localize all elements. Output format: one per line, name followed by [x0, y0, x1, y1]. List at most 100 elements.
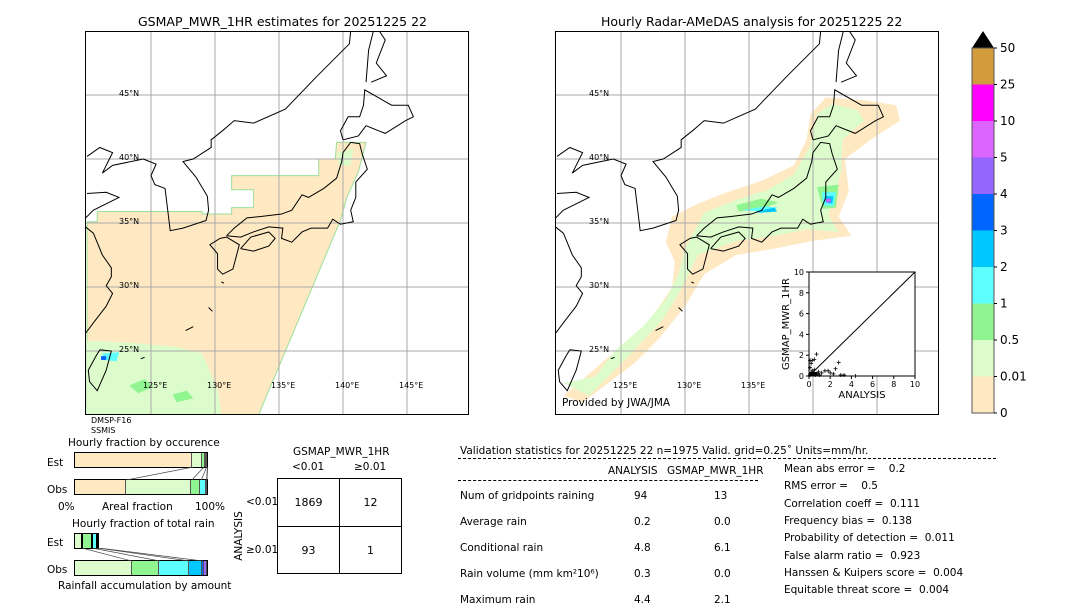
coastline-taiwan — [557, 349, 582, 392]
coastline-kyushu — [209, 236, 240, 275]
fraction-segment — [191, 480, 201, 494]
sensor-label: DMSP-F16 SSMIS — [91, 416, 131, 436]
total-rain-title: Hourly fraction of total rain — [72, 518, 215, 530]
scatter-point — [808, 365, 813, 370]
colorbar-segment — [972, 48, 994, 85]
occ-xlabel: Areal fraction — [102, 501, 173, 513]
stat-gsmap-value: 6.1 — [714, 542, 731, 554]
scatter-point — [809, 361, 814, 366]
occurrence-obs-bar — [74, 479, 208, 495]
occurrence-connectors — [126, 467, 208, 480]
score: Correlation coeff = 0.111 — [784, 497, 920, 510]
longitude-label: 125°E — [143, 381, 168, 390]
longitude-label: 145°E — [399, 381, 424, 390]
fraction-segment — [201, 561, 204, 575]
fraction-segment — [75, 480, 127, 494]
fraction-segment — [126, 480, 192, 494]
contingency-row2: ≥0.01 — [246, 544, 279, 556]
score: Hanssen & Kuipers score = 0.004 — [784, 566, 964, 579]
scatter-point — [836, 360, 841, 365]
fraction-segment — [205, 480, 207, 494]
colorbar-tick-label: 3 — [1000, 224, 1008, 238]
colorbar-segment — [972, 121, 994, 158]
y-tick-label: 0 — [799, 372, 804, 381]
coastline-shikoku — [240, 231, 276, 252]
divider — [458, 480, 758, 481]
rain-est-label: Est — [47, 537, 64, 549]
latitude-label: 40°N — [589, 153, 610, 162]
coastline-honshu — [696, 141, 838, 243]
coastline-ryukyu4 — [691, 281, 695, 284]
rain-area-0.01-0.5 — [563, 103, 865, 396]
x-tick-label: 6 — [870, 380, 875, 389]
fraction-segment — [159, 561, 189, 575]
fraction-segment — [188, 561, 202, 575]
occ-obs-label: Obs — [47, 484, 68, 496]
cell-false-alarm: 12 — [339, 478, 402, 527]
data-credit: Provided by JWA/JMA — [562, 397, 671, 409]
stat-label: Maximum rain — [460, 594, 536, 606]
colorbar-tick-label: 0 — [1000, 406, 1008, 420]
colorbar-tick-label: 0.5 — [1000, 333, 1019, 347]
divider — [458, 458, 996, 459]
connector-line — [98, 548, 203, 561]
contingency-row-title: ANALYSIS — [232, 511, 245, 561]
y-tick-label: 10 — [794, 268, 804, 277]
coastline-ryukyu4 — [221, 281, 225, 284]
x-tick-label: 0 — [806, 380, 811, 389]
latitude-label: 30°N — [589, 281, 610, 290]
rain-area-1-2 — [741, 206, 779, 212]
coastline-sakhalin — [835, 32, 858, 83]
stats-col-gsmap: GSMAP_MWR_1HR — [667, 465, 764, 477]
rain-area-1-2 — [102, 352, 119, 362]
rain-area-0.5-1 — [172, 390, 194, 403]
stat-label: Rain volume (mm km²10⁶) — [460, 568, 599, 580]
coastline-taiwan — [87, 349, 112, 392]
score: Mean abs error = 0.2 — [784, 463, 906, 475]
y-tick-label: 4 — [799, 330, 804, 339]
x-tick-label: 10 — [910, 380, 920, 389]
stat-analysis-value: 94 — [634, 490, 648, 502]
stat-label: Num of gridpoints raining — [460, 490, 595, 502]
longitude-label: 125°E — [613, 381, 638, 390]
latitude-label: 25°N — [589, 345, 610, 354]
longitude-label: 135°E — [741, 381, 766, 390]
scatter-point-cluster — [809, 372, 817, 376]
fraction-segment — [203, 561, 207, 575]
score: False alarm ratio = 0.923 — [784, 549, 921, 562]
colorbar-segment — [972, 303, 994, 340]
stat-gsmap-value: 2.1 — [714, 594, 731, 606]
connector-line — [97, 548, 190, 561]
coastline-mainland — [86, 32, 352, 232]
contingency-col-title: GSMAP_MWR_1HR — [293, 446, 390, 458]
scatter-point — [831, 371, 836, 376]
occ-x-min: 0% — [58, 501, 75, 513]
stat-gsmap-value: 0.0 — [714, 568, 731, 580]
scatter-inset: 00 2 2 4 4 6 6 8 8 10 10 ANALYSIS GSMAP_MWR_1HR — [781, 268, 920, 401]
colorbar-tick-label: 5 — [1000, 151, 1008, 165]
coastline-ryukyu2 — [185, 326, 194, 331]
scatter-ylabel: GSMAP_MWR_1HR — [781, 278, 792, 370]
occ-est-label: Est — [47, 457, 64, 469]
fraction-segment — [82, 533, 93, 549]
longitude-label: 140°E — [335, 381, 360, 390]
one-to-one-line — [808, 271, 916, 377]
rain-area-0.01-0.5 — [336, 148, 354, 166]
fraction-segment — [131, 561, 160, 575]
colorbar-segment — [972, 340, 994, 377]
latitude-label: 30°N — [119, 281, 140, 290]
stat-gsmap-value: 0.0 — [714, 516, 731, 528]
coastline-ryukyu2 — [655, 326, 664, 331]
scatter-point — [816, 369, 821, 374]
stats-header: Validation statistics for 20251225 22 n=… — [460, 445, 869, 457]
coastline-ryukyu3 — [140, 356, 145, 360]
colorbar-tick-label: 1 — [1000, 297, 1008, 311]
contingency-col2: ≥0.01 — [354, 461, 387, 473]
colorbar-tick-label: 25 — [1000, 78, 1015, 92]
fraction-segment — [75, 561, 132, 575]
connector-line — [92, 548, 160, 561]
rain-area-5-10 — [827, 199, 830, 202]
satellite-name: DMSP-F16 — [91, 416, 132, 425]
occ-x-max: 100% — [195, 501, 226, 513]
